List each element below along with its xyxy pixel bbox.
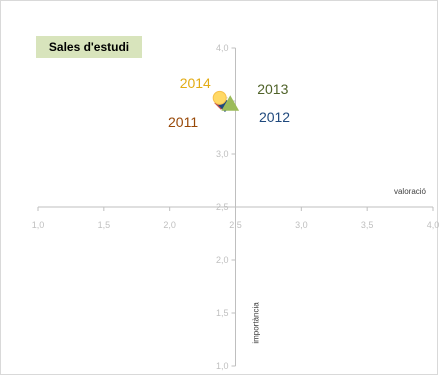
x-tick-label: 4,0	[427, 220, 439, 230]
point-label-2013: 2013	[257, 81, 288, 97]
y-tick-label: 2,0	[216, 255, 229, 265]
marker-2014	[212, 90, 227, 105]
point-label-2012: 2012	[259, 109, 290, 125]
y-tick-label: 1,5	[216, 308, 229, 318]
chart-title: Sales d'estudi	[49, 40, 129, 54]
point-label-2014: 2014	[180, 75, 211, 91]
y-axis-title: importància	[252, 302, 261, 344]
x-tick-label: 3,5	[361, 220, 374, 230]
y-tick-label: 1,0	[216, 361, 229, 371]
y-tick-label: 3,0	[216, 149, 229, 159]
data-points: 2011 2012 2013 2014	[168, 75, 290, 130]
chart-title-box	[36, 36, 142, 58]
x-tick-label: 1,0	[32, 220, 45, 230]
y-tick-label: 2,5	[216, 202, 229, 212]
y-tick-label: 4,0	[216, 43, 229, 53]
x-axis-title: valoració	[394, 187, 427, 196]
x-tick-label: 2,0	[163, 220, 176, 230]
x-tick-label: 3,0	[295, 220, 308, 230]
x-tick-label: 2,5	[229, 220, 242, 230]
axes: 1,01,52,02,53,03,54,01,01,52,02,53,03,54…	[32, 43, 439, 371]
marker-2013	[221, 95, 240, 111]
point-label-2011: 2011	[168, 114, 198, 130]
x-tick-label: 1,5	[98, 220, 111, 230]
